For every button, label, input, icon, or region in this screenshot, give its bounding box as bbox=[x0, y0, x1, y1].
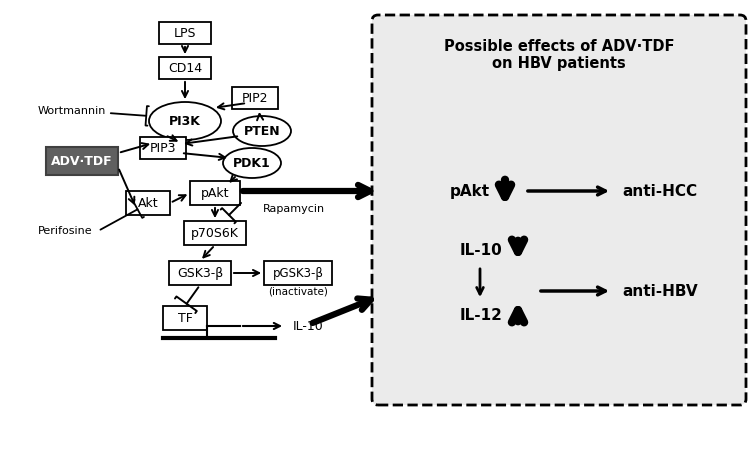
Text: Perifosine: Perifosine bbox=[38, 226, 92, 236]
Text: pGSK3-β: pGSK3-β bbox=[273, 266, 324, 279]
Text: on HBV patients: on HBV patients bbox=[492, 55, 626, 71]
FancyBboxPatch shape bbox=[372, 15, 746, 405]
Text: IL-10: IL-10 bbox=[460, 242, 502, 258]
Text: ADV·TDF: ADV·TDF bbox=[51, 154, 113, 167]
FancyBboxPatch shape bbox=[169, 261, 231, 285]
FancyBboxPatch shape bbox=[232, 87, 278, 109]
Text: pAkt: pAkt bbox=[450, 183, 490, 199]
Ellipse shape bbox=[149, 102, 221, 140]
Text: anti-HBV: anti-HBV bbox=[622, 284, 698, 299]
FancyBboxPatch shape bbox=[140, 137, 186, 159]
Text: PIP2: PIP2 bbox=[242, 91, 268, 105]
Ellipse shape bbox=[233, 116, 291, 146]
Text: PDK1: PDK1 bbox=[233, 156, 271, 170]
Text: IL-10: IL-10 bbox=[293, 319, 324, 332]
Text: Wortmannin: Wortmannin bbox=[38, 106, 107, 116]
Text: PIP3: PIP3 bbox=[149, 142, 176, 154]
Text: PTEN: PTEN bbox=[243, 124, 280, 137]
Text: PI3K: PI3K bbox=[169, 114, 201, 128]
FancyBboxPatch shape bbox=[264, 261, 332, 285]
Text: (inactivate): (inactivate) bbox=[268, 286, 328, 296]
FancyBboxPatch shape bbox=[159, 22, 211, 44]
Text: LPS: LPS bbox=[173, 26, 196, 40]
Text: IL-12: IL-12 bbox=[460, 308, 503, 324]
FancyBboxPatch shape bbox=[126, 191, 170, 215]
FancyBboxPatch shape bbox=[159, 57, 211, 79]
Text: anti-HCC: anti-HCC bbox=[623, 183, 698, 199]
FancyBboxPatch shape bbox=[184, 221, 246, 245]
Text: pAkt: pAkt bbox=[201, 187, 229, 200]
FancyBboxPatch shape bbox=[46, 147, 118, 175]
FancyBboxPatch shape bbox=[163, 306, 207, 330]
Text: Akt: Akt bbox=[137, 196, 158, 209]
FancyBboxPatch shape bbox=[190, 181, 240, 205]
Text: TF: TF bbox=[177, 312, 192, 325]
Text: GSK3-β: GSK3-β bbox=[177, 266, 223, 279]
Text: Rapamycin: Rapamycin bbox=[263, 204, 325, 214]
Ellipse shape bbox=[223, 148, 281, 178]
Text: p70S6K: p70S6K bbox=[191, 226, 239, 240]
Text: Possible effects of ADV·TDF: Possible effects of ADV·TDF bbox=[444, 39, 674, 53]
Text: CD14: CD14 bbox=[168, 61, 202, 75]
